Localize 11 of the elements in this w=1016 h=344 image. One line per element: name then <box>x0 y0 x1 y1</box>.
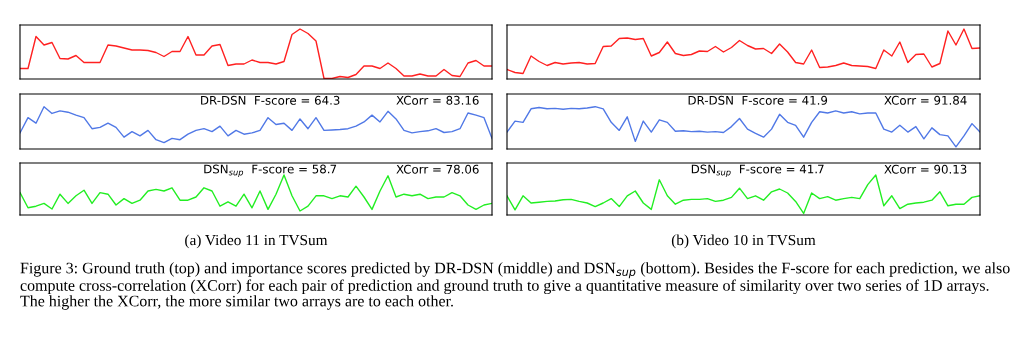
text: DR-DSN F-score = 64.3 <box>201 95 340 105</box>
x-axis-title: (b) Video 10 in TVSum <box>671 234 816 249</box>
caption: Figure 3: Ground truth (top) and importance scores predicted by DR-DSN (middle) and DSN$_{sup}$ (bottom). Besides the F-score for each prediction, we also compute cross-correlation (XCorr) for each pair of prediction and ground truth to give a quantitative measure of similarity over two series of 1D arrays. The higher the XCorr, the more similar two arrays are to each other. <box>20 262 1010 310</box>
text: XCorr = 90.13 <box>884 164 967 174</box>
text: XCorr = 83.16 <box>396 95 479 105</box>
annotation: DSN$_{sup}$ F-score = 41.7 <box>691 164 824 177</box>
text: XCorr = 91.84 <box>884 95 967 105</box>
text: DR-DSN F-score = 41.9 <box>688 95 828 105</box>
text: XCorr = 78.06 <box>396 164 479 174</box>
annotation: DSN$_{sup}$ F-score = 58.7 <box>204 164 337 177</box>
x-axis-title: (a) Video 11 in TVSum <box>185 234 328 249</box>
